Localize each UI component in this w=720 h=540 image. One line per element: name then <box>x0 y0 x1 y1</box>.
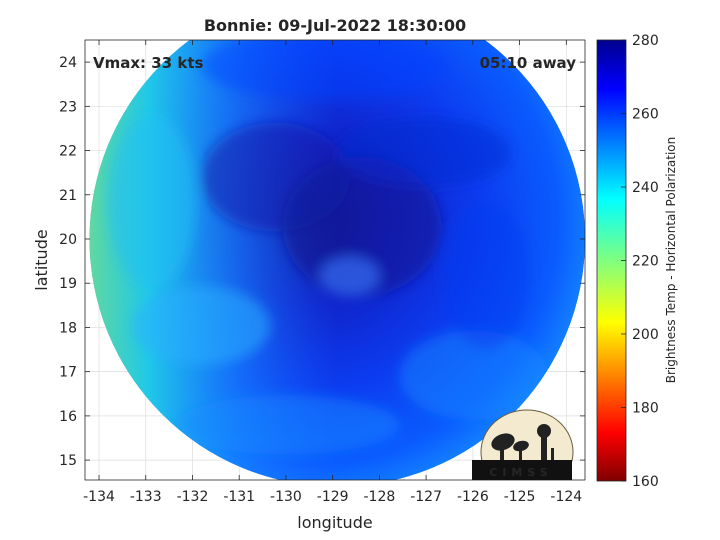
storm-cloud-band <box>399 330 548 420</box>
y-axis-ticks: 15 16 17 18 19 20 21 22 23 24 <box>59 55 585 469</box>
time-away-annotation: 05:10 away <box>480 54 577 72</box>
colorbar-tick-label: 220 <box>632 254 659 270</box>
storm-cloud-band <box>201 122 350 232</box>
brightness-swath <box>89 40 585 480</box>
x-tick-label: -127 <box>410 489 442 505</box>
x-tick-label: -124 <box>550 489 582 505</box>
y-axis-label: latitude <box>32 229 51 290</box>
colorbar-tick-label: 180 <box>632 401 659 417</box>
x-axis-label: longitude <box>297 513 372 532</box>
cimss-logo-text: CIMSS <box>489 466 552 479</box>
colorbar-tick-label: 280 <box>632 33 659 49</box>
storm-cloud-band <box>106 115 197 289</box>
x-tick-label: -128 <box>364 489 396 505</box>
storm-cloud-band <box>176 395 400 455</box>
y-tick-label: 16 <box>59 409 77 425</box>
x-axis-ticks: -134 -133 -132 -131 -130 -129 -128 -127 -126 -125… <box>83 40 582 505</box>
x-tick-label: -134 <box>83 489 115 505</box>
colorbar-tick-label: 160 <box>632 474 659 490</box>
storm-cloud-band <box>337 117 511 187</box>
storm-texture <box>106 40 548 455</box>
colorbar-ticks: 160 180 200 220 240 260 280 <box>621 33 659 490</box>
colorbar-label: Brightness Temp - Horizontal Polarizatio… <box>664 137 678 384</box>
x-tick-label: -133 <box>130 489 162 505</box>
storm-cloud-band <box>319 256 380 296</box>
y-tick-label: 18 <box>59 320 77 336</box>
y-tick-label: 19 <box>59 276 77 292</box>
x-tick-label: -130 <box>270 489 302 505</box>
colorbar-tick-label: 240 <box>632 180 659 196</box>
cimss-logo: CIMSS <box>472 409 574 480</box>
x-tick-label: -126 <box>457 489 489 505</box>
colorbar-tick-label: 200 <box>632 327 659 343</box>
axes-frame <box>84 39 586 481</box>
storm-cloud-band <box>131 286 271 366</box>
colorbar-tick-label: 260 <box>632 107 659 123</box>
y-tick-label: 24 <box>59 55 77 71</box>
x-tick-label: -125 <box>504 489 536 505</box>
y-tick-label: 20 <box>59 232 77 248</box>
x-tick-label: -131 <box>223 489 255 505</box>
chart-title: Bonnie: 09-Jul-2022 18:30:00 <box>204 16 466 35</box>
y-tick-label: 21 <box>59 188 77 204</box>
y-tick-label: 23 <box>59 99 77 115</box>
storm-cloud-band <box>441 201 531 351</box>
vmax-annotation: Vmax: 33 kts <box>93 54 203 72</box>
x-tick-label: -129 <box>317 489 349 505</box>
y-tick-label: 17 <box>59 365 77 381</box>
x-tick-label: -132 <box>177 489 209 505</box>
y-tick-label: 15 <box>59 453 77 469</box>
storm-cloud-band <box>201 40 449 101</box>
y-tick-label: 22 <box>59 144 77 160</box>
